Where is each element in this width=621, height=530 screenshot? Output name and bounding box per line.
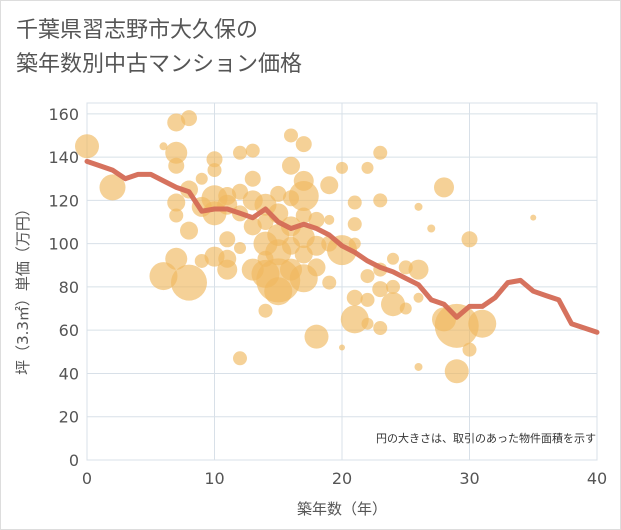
chart-title: 千葉県習志野市大久保の 築年数別中古マンション価格: [16, 14, 302, 82]
bubble-point: [336, 161, 348, 174]
bubble-point: [169, 208, 184, 223]
bubble-point: [217, 259, 238, 280]
bubble-point: [372, 281, 389, 298]
bubble-point: [308, 211, 325, 228]
bubble-point: [234, 241, 246, 254]
bubble-point: [373, 321, 388, 336]
bubble-point: [399, 302, 412, 315]
bubble-point: [340, 305, 369, 334]
bubble-point: [381, 292, 405, 317]
bubble-point: [427, 224, 436, 233]
trend-series: [84, 158, 600, 335]
bubble-point: [295, 207, 312, 224]
bubble-point: [207, 163, 222, 178]
size-note: 円の大きさは、取引のあった物件面積を示す: [376, 431, 596, 445]
bubble-point: [233, 351, 247, 366]
x-tick-label: 20: [332, 469, 352, 488]
bubble-point: [243, 217, 262, 236]
bubble-point: [347, 217, 362, 232]
y-tick-label: 80: [59, 278, 79, 297]
bubble-point: [165, 141, 188, 164]
bubble-point: [167, 113, 186, 132]
bubble-point: [304, 324, 329, 349]
y-tick-label: 0: [69, 451, 79, 470]
bubble-point: [258, 303, 273, 318]
bubble-point: [360, 269, 375, 284]
bubble-point: [167, 193, 186, 212]
x-axis-label: 築年数（年）: [297, 500, 387, 518]
axes: 0 20 40 60 80 100 120 140 160 0 10 20 30 40: [48, 105, 607, 488]
y-tick-label: 60: [59, 321, 79, 340]
y-tick-label: 120: [48, 191, 79, 210]
bubble-point: [284, 128, 298, 143]
bubble-point: [171, 264, 207, 301]
y-tick-label: 40: [59, 364, 79, 383]
bubble-point: [320, 176, 339, 195]
bubble-point: [168, 157, 185, 174]
bubble-point: [361, 161, 374, 174]
bubble-point: [99, 174, 126, 201]
bubble-point: [180, 221, 198, 240]
bubble-point: [530, 214, 537, 221]
bubble-point: [468, 309, 497, 338]
bubble-point: [347, 195, 362, 210]
bubble-point: [195, 172, 208, 185]
bubble-point: [408, 259, 429, 280]
bubble-point: [264, 277, 293, 306]
bubble-series: [75, 110, 537, 384]
chart-title-line-2: 築年数別中古マンション価格: [16, 52, 303, 77]
bubble-point: [461, 231, 478, 248]
bubble-point: [414, 202, 423, 211]
bubble-point: [361, 317, 374, 330]
bubble-point: [322, 275, 337, 290]
bubble-point: [282, 156, 300, 175]
bubble-point: [414, 362, 423, 371]
x-tick-label: 10: [204, 469, 224, 488]
bubble-point: [245, 143, 260, 158]
bubble-point: [206, 151, 223, 168]
bubble-point: [194, 253, 209, 268]
bubble-point: [373, 145, 388, 160]
bubble-point: [346, 289, 363, 306]
y-tick-label: 20: [59, 408, 79, 427]
bubble-point: [181, 110, 197, 127]
bubble-point: [288, 181, 319, 212]
bubble-point: [233, 145, 247, 160]
bubble-point: [386, 279, 400, 294]
x-tick-label: 0: [82, 469, 92, 488]
bubble-point: [307, 258, 326, 277]
y-tick-label: 140: [48, 148, 79, 167]
bubble-point: [373, 193, 388, 208]
bubble-point: [339, 344, 345, 351]
bubble-point: [387, 252, 399, 265]
trend-line: [84, 158, 600, 335]
x-tick-label: 40: [587, 469, 607, 488]
bubble-point: [295, 136, 312, 153]
bubble-point: [360, 292, 375, 307]
bubble-point: [204, 246, 225, 267]
bubble-point: [462, 342, 477, 357]
bubble-point: [306, 235, 327, 256]
x-tick-label: 30: [459, 469, 479, 488]
y-tick-label: 160: [48, 105, 79, 124]
bubble-point: [219, 231, 236, 248]
bubble-point: [348, 237, 361, 250]
bubble-point: [270, 185, 287, 202]
chart-title-line-1: 千葉県習志野市大久保の: [16, 18, 259, 43]
bubble-point: [149, 262, 178, 291]
bubble-point: [324, 214, 335, 225]
bubble-point: [159, 142, 168, 151]
bubble-point: [444, 359, 469, 384]
y-axis-label: 坪（3.3㎡）単価（万円）: [14, 201, 32, 375]
bubble-point: [244, 170, 261, 187]
bubble-point: [434, 303, 479, 348]
bubble-point: [413, 292, 424, 303]
bubble-point: [434, 177, 454, 198]
bubble-point: [75, 134, 99, 159]
y-tick-label: 100: [48, 235, 79, 254]
